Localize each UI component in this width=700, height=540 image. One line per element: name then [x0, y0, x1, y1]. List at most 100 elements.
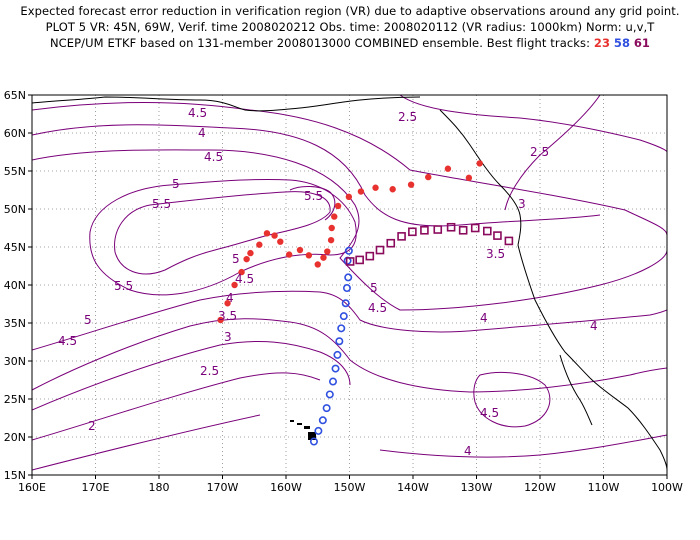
x-tick-label: 130W	[461, 481, 493, 494]
track-id-61: 61	[633, 36, 651, 50]
track-58-point	[344, 273, 353, 282]
lat-lon-grid	[32, 95, 667, 475]
y-tick-label: 60N	[4, 127, 26, 140]
track-23-point	[271, 232, 278, 239]
x-tick-label: 170W	[207, 481, 239, 494]
y-tick-label: 35N	[4, 317, 26, 330]
contour-5	[89, 178, 357, 296]
coast-west-us	[517, 244, 591, 379]
track-23-point	[357, 188, 365, 195]
contour-label-5.5-b: 5.5	[304, 189, 323, 203]
track-23-point	[465, 174, 473, 182]
title-line-3: NCEP/UM ETKF based on 131-member 2008013…	[0, 36, 700, 50]
track-23-point	[407, 181, 415, 188]
track-23-point	[320, 254, 327, 261]
contour-label-3.5-b: 3.5	[486, 247, 505, 261]
track-23-point	[425, 173, 432, 181]
track-id-23: 23	[593, 36, 611, 50]
contour-labels: 2.5 2.5 4.5 4 4.5 5 5.5 5.5 3 3.5 5.5 5 …	[58, 106, 598, 458]
track-58-point	[335, 337, 344, 346]
contour-2.5-south	[32, 372, 321, 441]
y-tick-label: 15N	[4, 469, 26, 482]
contour-lines	[32, 95, 667, 471]
y-tick-label: 45N	[4, 241, 26, 254]
track-61-point	[345, 257, 355, 266]
track-23-point	[444, 165, 452, 172]
contour-3-south	[32, 340, 351, 411]
contour-label-4.5-e: 4.5	[480, 406, 499, 420]
coast-baja	[559, 354, 593, 426]
track-23-point	[389, 186, 396, 193]
contour-3.5-north	[32, 102, 667, 236]
title-line-3-text: NCEP/UM ETKF based on 131-member 2008013…	[49, 36, 591, 50]
track-23-point	[314, 261, 321, 268]
coast-alaska-bc	[32, 96, 421, 112]
contour-label-5-d: 5	[370, 281, 378, 295]
contour-4-north	[32, 124, 601, 227]
track-23-point	[247, 249, 254, 257]
contour-3.5-mid	[32, 318, 667, 393]
contour-label-4-b: 4	[226, 291, 234, 305]
contour-label-4.5-b: 4.5	[235, 272, 254, 286]
track-23-point	[277, 238, 284, 245]
track-58-point	[328, 377, 337, 386]
y-tick-label: 55N	[4, 165, 26, 178]
contour-5-upper	[289, 186, 336, 221]
track-23	[217, 160, 483, 324]
contour-label-3.5-c: 3.5	[218, 309, 237, 323]
coastline	[32, 96, 667, 471]
track-58-point	[331, 364, 340, 373]
track-61-point	[408, 227, 417, 237]
x-tick-label: 180	[149, 481, 170, 494]
track-61	[345, 222, 514, 266]
track-23-point	[256, 241, 263, 248]
track-58-point	[314, 426, 323, 435]
contour-label-4.5-c: 4.5	[58, 334, 77, 348]
track-23-point	[327, 236, 335, 244]
island-big-island	[308, 432, 316, 440]
x-tick-label: 140W	[397, 481, 429, 494]
contour-5.5	[114, 191, 331, 275]
track-61-point	[504, 236, 514, 246]
contour-label-5.5-a: 5.5	[152, 197, 171, 211]
contour-label-4-d: 4	[590, 319, 598, 333]
track-58-point	[337, 324, 346, 333]
track-23-point	[224, 300, 231, 307]
track-61-point	[458, 225, 468, 235]
track-23-point	[231, 281, 238, 289]
contour-2-south	[32, 414, 261, 471]
y-tick-label: 65N	[4, 89, 26, 102]
contour-4-mid	[32, 290, 667, 351]
track-23-point	[263, 230, 271, 237]
track-58-point	[342, 284, 351, 293]
x-axis: 160E 170E 180 170W 160W 150W 140W 130W 120W 110W 1…	[18, 475, 683, 494]
y-tick-label: 30N	[4, 355, 26, 368]
track-58-point	[325, 390, 334, 399]
title-line-2: PLOT 5 VR: 45N, 69W, Verif. time 2008020…	[45, 20, 655, 34]
y-tick-label: 20N	[4, 431, 26, 444]
track-23-point	[243, 255, 250, 263]
track-23-point	[331, 213, 338, 220]
track-61-point	[355, 255, 364, 265]
track-61-point	[470, 223, 480, 233]
contour-label-4-c: 4	[480, 311, 488, 325]
contour-4.5-south	[473, 371, 551, 428]
contour-label-3-a: 3	[518, 197, 526, 211]
track-61-point	[446, 222, 456, 232]
track-61-point	[375, 245, 385, 255]
x-tick-label: 170E	[82, 481, 110, 494]
y-tick-label: 25N	[4, 393, 26, 406]
contour-label-5-b: 5	[232, 252, 240, 266]
contour-label-2.5-b: 2.5	[530, 145, 549, 159]
track-58-point	[318, 416, 327, 425]
track-58-point	[339, 312, 348, 321]
track-id-58: 58	[613, 36, 631, 50]
track-61-point	[386, 238, 396, 248]
contour-label-2.5-a: 2.5	[398, 110, 417, 124]
contour-label-5.5-c: 5.5	[114, 279, 133, 293]
contour-4-south	[379, 434, 667, 458]
track-58-point	[333, 350, 342, 359]
track-23-point	[334, 202, 342, 210]
island-maui	[304, 426, 310, 429]
x-tick-label: 110W	[588, 481, 620, 494]
